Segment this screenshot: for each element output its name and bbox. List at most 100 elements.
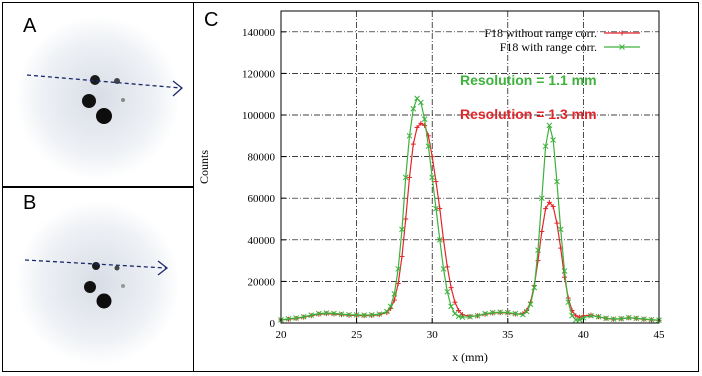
data-point <box>387 303 394 310</box>
x-tick-label: 25 <box>351 329 363 341</box>
data-point <box>618 315 625 322</box>
data-point <box>452 310 458 317</box>
data-point <box>531 284 538 291</box>
data-point <box>452 299 458 305</box>
data-point <box>353 312 360 318</box>
y-tick-label: 140000 <box>242 27 276 39</box>
data-point <box>376 311 383 317</box>
legend: F18 without range corr.F18 with range co… <box>484 26 640 54</box>
data-point <box>437 206 443 212</box>
hot-spot <box>121 284 125 288</box>
data-point <box>346 311 352 318</box>
pet-image-b <box>16 201 180 365</box>
data-point <box>610 316 617 322</box>
data-point <box>421 116 428 123</box>
data-point <box>300 313 307 320</box>
data-point <box>444 288 451 295</box>
profile-line <box>24 259 167 269</box>
hot-spot <box>92 262 100 270</box>
arrow-head <box>172 80 184 97</box>
x-tick-label: 35 <box>502 329 514 341</box>
data-point <box>440 266 447 272</box>
data-point <box>576 317 583 323</box>
data-point <box>588 312 594 319</box>
grid <box>280 11 660 324</box>
y-tick-label: 20000 <box>248 276 276 288</box>
data-point <box>315 310 322 317</box>
data-point <box>285 315 292 322</box>
x-tick-label: 20 <box>276 329 288 341</box>
data-point <box>573 313 579 319</box>
data-point <box>448 303 454 310</box>
y-tick-label: 0 <box>270 318 276 330</box>
series-line <box>280 122 660 321</box>
data-point <box>580 314 587 321</box>
pet-image-a <box>16 16 184 180</box>
y-tick-label: 40000 <box>248 235 276 247</box>
data-point <box>429 174 436 181</box>
data-point <box>395 266 402 272</box>
data-point <box>550 204 556 210</box>
data-point <box>543 206 549 212</box>
data-point <box>554 220 560 226</box>
data-point <box>293 315 299 321</box>
data-point <box>448 285 454 291</box>
data-point <box>338 311 345 317</box>
data-point <box>535 247 541 254</box>
data-point <box>308 312 315 318</box>
data-point <box>561 268 568 274</box>
hot-spot <box>82 94 96 108</box>
data-point <box>625 314 632 321</box>
data-point <box>523 308 530 315</box>
data-point <box>436 236 443 243</box>
data-point <box>539 228 545 234</box>
data-point <box>331 310 337 317</box>
data-point <box>433 179 439 185</box>
data-point <box>361 312 368 318</box>
data-point <box>410 141 416 147</box>
data-point <box>542 143 549 150</box>
hot-spot <box>96 293 112 309</box>
y-tick-label: 100000 <box>242 110 276 122</box>
annotation-resolution-green: Resolution = 1.1 mm <box>460 72 597 88</box>
data-point <box>383 308 390 315</box>
data-point <box>406 132 413 139</box>
data-point <box>425 143 432 150</box>
data-point <box>399 226 405 233</box>
y-tick-label: 120000 <box>242 68 276 80</box>
series-line <box>280 97 660 321</box>
x-tick-label: 45 <box>654 329 666 341</box>
data-point <box>399 253 405 259</box>
panel-label-a: A <box>23 15 37 37</box>
data-point <box>497 309 504 316</box>
data-point <box>467 313 473 320</box>
legend-marker <box>619 44 625 50</box>
y-tick-label: 60000 <box>248 193 276 205</box>
data-point <box>641 316 647 322</box>
legend-label: F18 with range corr. <box>500 40 597 54</box>
data-point <box>648 316 655 323</box>
hot-spot <box>96 108 112 124</box>
data-point <box>429 154 435 160</box>
profile-chart-panel: C 20 25 30 35 40 45 0 20000 40000 60000 80000 10000… <box>193 2 699 372</box>
data-point <box>538 195 545 202</box>
tick-labels: 20 25 30 35 40 45 0 20000 40000 60000 80000 100000 1… <box>242 27 665 341</box>
data-point <box>456 308 462 314</box>
data-point <box>418 120 424 126</box>
panel-label-c: C <box>204 9 219 31</box>
data-point <box>459 314 466 321</box>
data-point <box>414 124 420 130</box>
data-point <box>368 312 375 318</box>
y-tick-label: 80000 <box>248 152 276 164</box>
data-point <box>633 315 640 322</box>
data-point <box>557 226 564 233</box>
legend-label: F18 without range corr. <box>484 26 597 40</box>
data-point <box>527 301 534 308</box>
data-point <box>418 99 424 106</box>
data-point <box>504 309 511 316</box>
data-point <box>546 199 552 205</box>
phantom-background <box>16 16 180 180</box>
data-point <box>402 174 409 181</box>
data-point <box>410 105 417 112</box>
hot-spot <box>84 281 96 293</box>
